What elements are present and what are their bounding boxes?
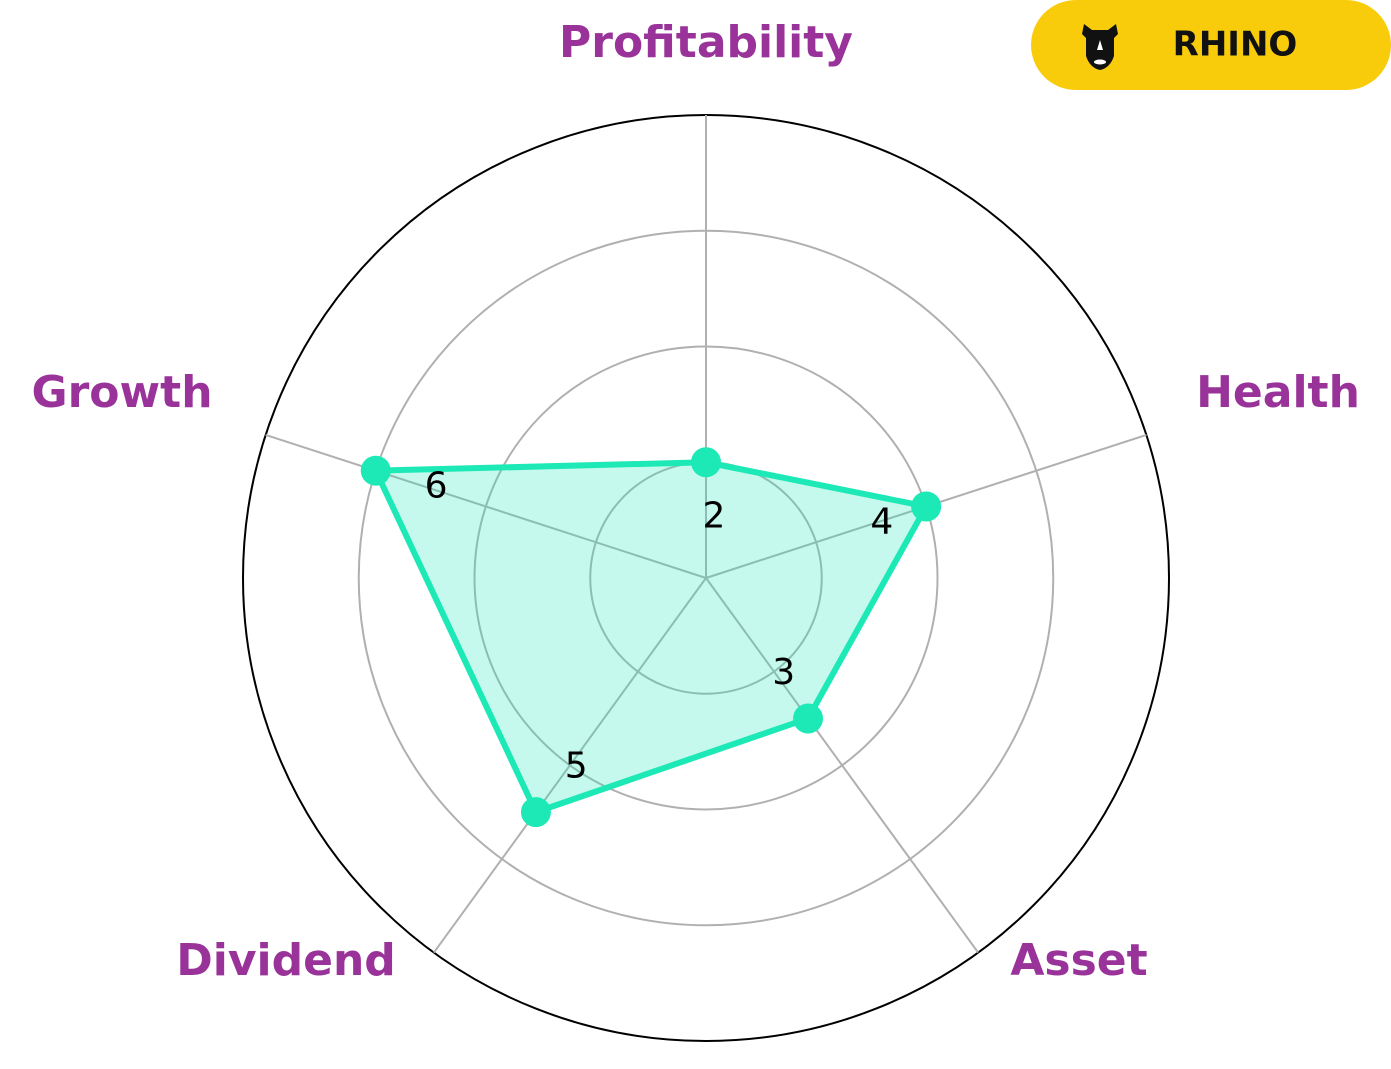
radar-area: [372, 459, 930, 816]
data-label: 4: [870, 501, 893, 542]
brand-badge: RHINO: [1031, 0, 1391, 90]
data-point: [911, 491, 942, 522]
category-label: Health: [1196, 367, 1360, 418]
data-point: [520, 797, 551, 828]
spoke: [705, 577, 979, 954]
data-point: [691, 447, 721, 478]
data-label: 2: [703, 495, 726, 536]
data-label: 3: [772, 652, 795, 693]
data-point: [360, 455, 391, 486]
category-label: Dividend: [176, 935, 396, 986]
category-label: Asset: [1010, 935, 1147, 986]
data-label: 5: [565, 746, 588, 787]
spoke: [433, 577, 707, 954]
data-label: 6: [425, 466, 448, 507]
category-label: Profitability: [559, 17, 853, 68]
rhino-icon: [1082, 24, 1118, 70]
badge-background: [1031, 0, 1391, 90]
spoke: [265, 433, 707, 579]
plot-area: Profitability Health Asset Dividend Growth 2 4…: [31, 17, 1360, 1042]
category-label: Growth: [31, 367, 212, 418]
data-point: [793, 703, 824, 734]
brand-name: RHINO: [1173, 25, 1298, 65]
